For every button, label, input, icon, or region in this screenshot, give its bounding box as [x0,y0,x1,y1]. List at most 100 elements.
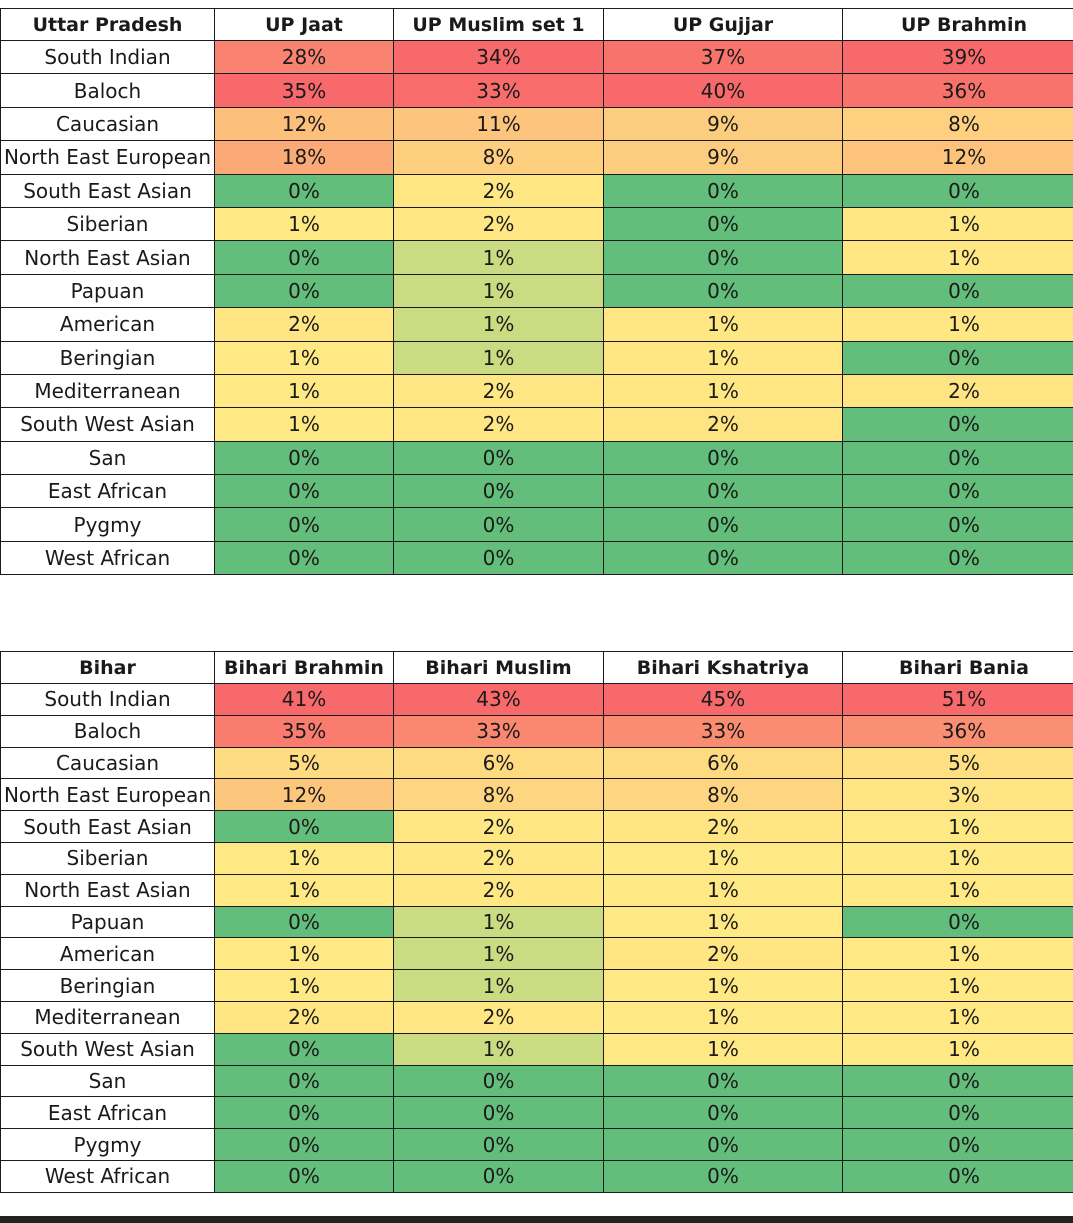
value-cell: 0% [214,507,394,542]
value-cell: 1% [393,273,604,309]
value-cell: 0% [842,1096,1073,1130]
bihar-table: Bihar Bihari Brahmin Bihari Muslim Bihari K… [0,651,1073,1193]
row-label: South West Asian [0,1032,215,1066]
value-cell: 1% [214,206,394,242]
table-row: Mediterranean 1% 2% 1% 2% [0,373,1073,409]
row-label: Caucasian [0,746,215,780]
value-cell: 33% [603,714,843,748]
value-cell: 1% [603,1000,843,1034]
value-cell: 1% [214,373,394,409]
value-cell: 1% [393,340,604,375]
value-cell: 0% [842,1159,1073,1193]
value-cell: 0% [214,1128,394,1161]
row-label: Pygmy [0,1128,215,1161]
table-row: Pygmy 0% 0% 0% 0% [0,1128,1073,1161]
table-row: Siberian 1% 2% 1% 1% [0,841,1073,875]
value-cell: 0% [393,507,604,542]
value-cell: 2% [393,841,604,875]
table-row: North East European 18% 8% 9% 12% [0,140,1073,175]
row-label: North East Asian [0,873,215,907]
value-cell: 0% [842,540,1073,576]
value-cell: 2% [393,206,604,242]
value-cell: 0% [214,1159,394,1193]
value-cell: 1% [214,407,394,442]
row-label: West African [0,1159,215,1193]
value-cell: 1% [842,1032,1073,1066]
table-row: Papuan 0% 1% 0% 0% [0,273,1073,309]
table-row: Mediterranean 2% 2% 1% 1% [0,1000,1073,1034]
value-cell: 0% [842,440,1073,476]
value-cell: 0% [393,474,604,509]
row-label: North East European [0,140,215,175]
value-cell: 2% [842,373,1073,409]
table-row: South West Asian 0% 1% 1% 1% [0,1032,1073,1066]
region-header: Uttar Pradesh [0,8,215,41]
value-cell: 0% [603,507,843,542]
value-cell: 1% [393,937,604,971]
value-cell: 35% [214,73,394,108]
table-row: San 0% 0% 0% 0% [0,1064,1073,1098]
table-row: American 2% 1% 1% 1% [0,307,1073,342]
value-cell: 0% [393,1128,604,1161]
value-cell: 1% [214,873,394,907]
value-cell: 1% [214,969,394,1002]
column-header: UP Muslim set 1 [393,8,604,41]
value-cell: 0% [603,440,843,476]
value-cell: 9% [603,106,843,142]
value-cell: 41% [214,683,394,716]
value-cell: 2% [214,307,394,342]
value-cell: 1% [214,340,394,375]
table-row: North East Asian 1% 2% 1% 1% [0,873,1073,907]
table-row: West African 0% 0% 0% 0% [0,1159,1073,1193]
table-row: South East Asian 0% 2% 0% 0% [0,173,1073,208]
row-label: West African [0,540,215,576]
value-cell: 0% [214,1096,394,1130]
row-label: South Indian [0,683,215,716]
value-cell: 1% [603,307,843,342]
table-row: East African 0% 0% 0% 0% [0,1096,1073,1130]
value-cell: 0% [842,1128,1073,1161]
value-cell: 1% [603,873,843,907]
value-cell: 8% [393,778,604,812]
value-cell: 33% [393,73,604,108]
row-label: Pygmy [0,507,215,542]
row-label: Papuan [0,905,215,939]
table-row: Siberian 1% 2% 0% 1% [0,206,1073,242]
value-cell: 1% [842,873,1073,907]
value-cell: 1% [214,937,394,971]
row-label: Baloch [0,73,215,108]
value-cell: 0% [603,1096,843,1130]
value-cell: 0% [393,1064,604,1098]
value-cell: 0% [214,1064,394,1098]
table-row: South East Asian 0% 2% 2% 1% [0,810,1073,843]
value-cell: 1% [842,810,1073,843]
value-cell: 2% [393,373,604,409]
column-header: Bihari Brahmin [214,651,394,684]
table-row: American 1% 1% 2% 1% [0,937,1073,971]
value-cell: 18% [214,140,394,175]
row-label: South East Asian [0,173,215,208]
value-cell: 2% [603,810,843,843]
value-cell: 0% [603,273,843,309]
table-row: East African 0% 0% 0% 0% [0,474,1073,509]
table-row: Caucasian 12% 11% 9% 8% [0,106,1073,142]
value-cell: 0% [842,273,1073,309]
value-cell: 11% [393,106,604,142]
value-cell: 1% [842,307,1073,342]
value-cell: 1% [842,969,1073,1002]
value-cell: 2% [603,407,843,442]
value-cell: 0% [393,1159,604,1193]
value-cell: 1% [393,1032,604,1066]
column-header: UP Gujjar [603,8,843,41]
value-cell: 2% [393,173,604,208]
value-cell: 12% [842,140,1073,175]
value-cell: 6% [393,746,604,780]
uttar-pradesh-table-container: Uttar Pradesh UP Jaat UP Muslim set 1 UP Gu… [0,8,1073,576]
table-row: Pygmy 0% 0% 0% 0% [0,507,1073,542]
value-cell: 1% [603,340,843,375]
value-cell: 1% [214,841,394,875]
value-cell: 0% [842,173,1073,208]
value-cell: 2% [393,1000,604,1034]
table-row: South West Asian 1% 2% 2% 0% [0,407,1073,442]
value-cell: 0% [842,340,1073,375]
